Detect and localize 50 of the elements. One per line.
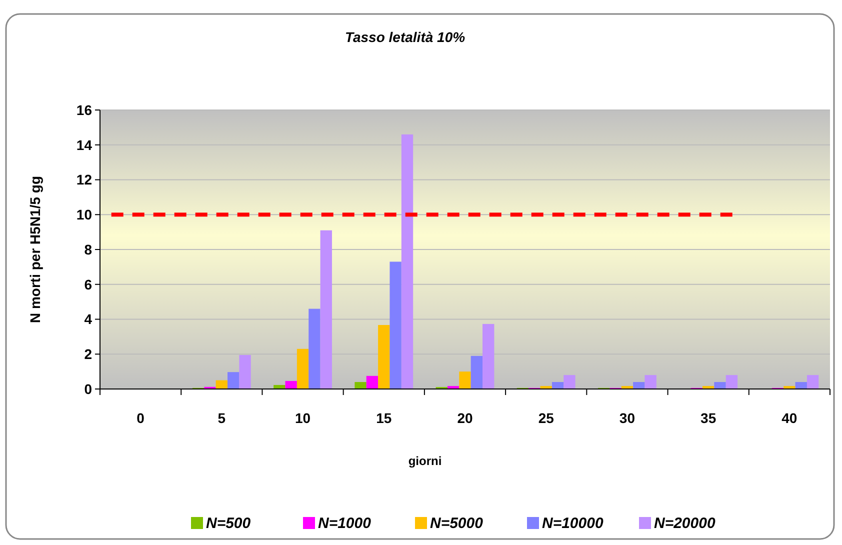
bar [216, 380, 228, 389]
bar [470, 356, 483, 389]
x-tick-label: 25 [538, 410, 554, 426]
y-tick-label: 8 [84, 241, 92, 258]
bar [320, 230, 332, 389]
legend-label: N=20000 [654, 515, 716, 532]
bar [378, 325, 390, 389]
chart-title: Tasso letalità 10% [344, 29, 466, 45]
legend-label: N=500 [206, 515, 252, 532]
bar [401, 134, 414, 389]
bar [308, 308, 320, 389]
bar [228, 372, 240, 389]
y-tick-label: 2 [84, 346, 92, 362]
bar [564, 375, 576, 389]
x-tick-label: 15 [376, 410, 392, 426]
y-tick-label: 0 [84, 380, 92, 397]
y-tick-label: 14 [76, 136, 92, 153]
bar [390, 262, 402, 389]
bar [366, 376, 378, 389]
bar [274, 384, 286, 389]
bar [482, 324, 494, 389]
x-tick-label: 30 [619, 410, 636, 426]
x-tick-label: 5 [218, 410, 226, 426]
x-tick-label: 40 [782, 410, 798, 426]
y-tick-label: 4 [84, 311, 92, 328]
y-axis-title: N morti per H5N1/5 gg [27, 176, 43, 324]
y-tick-label: 10 [76, 206, 92, 223]
x-tick-label: 35 [700, 410, 716, 426]
bar [285, 380, 297, 389]
x-tick-label: 0 [136, 410, 145, 426]
bar [552, 382, 564, 389]
bar [239, 354, 251, 389]
bar [296, 348, 309, 389]
bar [806, 375, 819, 389]
bar [714, 382, 726, 389]
y-tick-label: 6 [84, 276, 92, 292]
y-tick-label: 12 [76, 172, 92, 188]
bar [795, 382, 807, 389]
legend-label: N=10000 [542, 515, 604, 532]
bar [644, 375, 656, 389]
y-tick-label: 16 [76, 102, 92, 118]
bar [726, 375, 738, 389]
x-tick-label: 10 [294, 410, 311, 426]
x-tick-label: 20 [457, 410, 473, 426]
bar [633, 382, 645, 389]
legend-label: N=5000 [430, 515, 484, 532]
bar [354, 382, 366, 389]
legend-label: N=1000 [318, 515, 372, 532]
bar [459, 372, 471, 389]
x-axis-title: giorni [408, 454, 442, 468]
